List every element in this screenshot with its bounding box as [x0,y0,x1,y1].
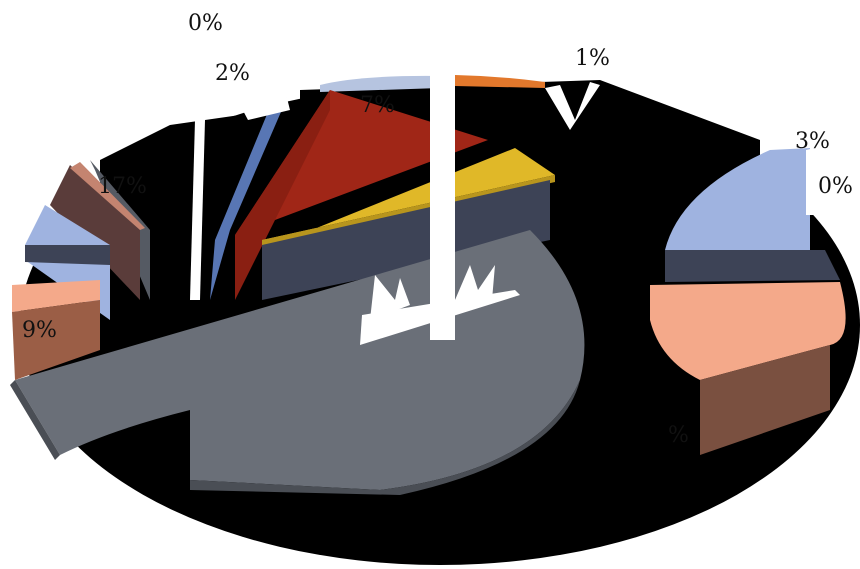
slice-gap-left-vertical [190,120,205,300]
slice-gap-top-right-slate [806,148,815,215]
pie-slice-orange-top [455,75,545,88]
slice-gap-diagonal [360,290,520,345]
pie-slice-lightblue-left-side [25,245,110,265]
slice-gap-top-right [545,82,600,130]
pie-slice-slate-right [665,250,840,282]
data-label-17pct: 17% [98,174,147,199]
slice-gap-spike-2 [455,265,495,300]
pie-slice-red [235,90,488,235]
data-label-7pct: 7% [360,93,395,118]
data-label-3pct: 3% [795,129,830,154]
data-label-1pct: 1% [575,46,610,71]
data-label-0pct-top: 0% [188,11,223,36]
pie-slice-gray-wall [10,380,60,460]
pie-slice-brownpink-left [70,162,145,230]
slice-gap-vertical [430,70,455,340]
data-label-pct-partial: % [668,423,689,448]
pie-slice-red-side [235,90,330,300]
data-label-0pct-right: 0% [818,174,853,199]
pie-slice-brown-left [50,165,140,300]
pie-slice-pink-right-top [650,282,846,380]
pie-slice-lightblue-right [665,148,810,250]
pie-slice-pink-left-side [12,300,100,380]
data-label-9pct: 9% [22,318,57,343]
data-label-2pct: 2% [215,61,250,86]
pie-slice-slate [262,180,550,300]
pie-slice-yellow [262,148,555,250]
pie-slice-pink-left-top [12,280,100,312]
pie-slice-blue [210,95,287,300]
slice-gap-spike-1 [370,275,410,320]
pie-slice-lightblue-top [320,75,440,92]
pie-slice-pink-right-side [700,345,830,455]
pie-slice-gray-side [190,380,580,495]
slice-gap-top-left [240,90,290,120]
